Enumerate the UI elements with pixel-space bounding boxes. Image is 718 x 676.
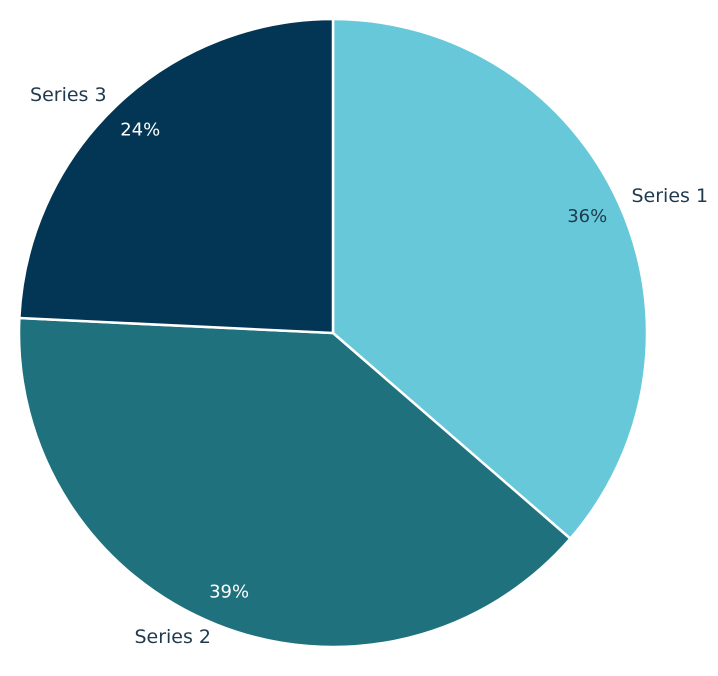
category-label-series-1: Series 1: [632, 185, 709, 207]
pie-percent-labels: 36% 39% 24%: [120, 120, 607, 603]
percent-label-series-2: 39%: [209, 581, 249, 602]
pie-slice-series-2: [17, 316, 572, 649]
category-label-series-3: Series 3: [30, 84, 107, 106]
pie-slice-series-3: [18, 17, 335, 335]
percent-label-series-1: 36%: [567, 206, 607, 227]
pie-slices: [17, 17, 649, 649]
pie-slice-series-1: [331, 17, 649, 540]
pie-category-labels: Series 1 Series 2 Series 3: [30, 84, 708, 648]
category-label-series-2: Series 2: [134, 626, 211, 648]
percent-label-series-3: 24%: [120, 120, 160, 141]
